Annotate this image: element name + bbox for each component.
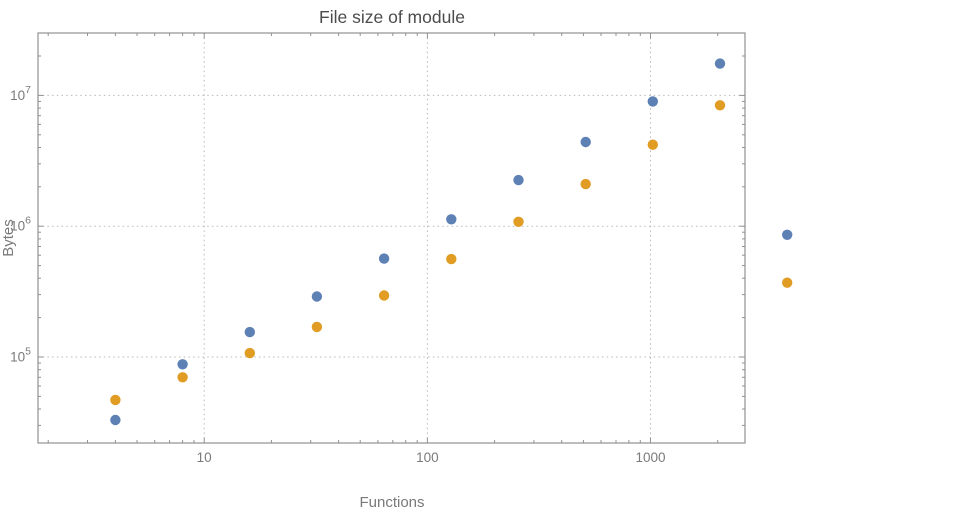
data-point-blue (110, 414, 121, 426)
data-point-orange (311, 321, 323, 333)
data-point-orange (580, 178, 591, 190)
data-point-blue (311, 291, 323, 302)
y-tick-label: 105 (10, 346, 31, 365)
data-point-blue (378, 253, 390, 264)
y-axis-label: Bytes (0, 219, 17, 257)
data-point-orange (647, 139, 658, 150)
data-point-blue (513, 174, 524, 186)
data-point-blue (782, 229, 793, 240)
x-tick-label: 1000 (635, 450, 665, 465)
data-point-blue (714, 58, 726, 69)
data-point-orange (782, 277, 793, 288)
data-point-blue (177, 359, 188, 370)
data-point-orange (244, 347, 255, 359)
data-point-blue (244, 326, 255, 338)
y-tick-label: 107 (10, 84, 31, 103)
data-point-orange (513, 216, 524, 227)
data-point-orange (110, 394, 121, 406)
x-axis-label: Functions (359, 494, 424, 511)
data-point-blue (580, 136, 591, 148)
chart-title: File size of module (319, 7, 465, 27)
data-point-orange (378, 290, 390, 301)
data-point-blue (446, 214, 457, 225)
data-point-orange (714, 100, 726, 111)
x-tick-label: 100 (416, 450, 439, 465)
data-point-orange (177, 372, 188, 383)
x-tick-label: 10 (197, 450, 212, 465)
data-point-blue (647, 96, 658, 107)
plot-frame (37, 32, 746, 444)
data-point-orange (446, 253, 457, 265)
